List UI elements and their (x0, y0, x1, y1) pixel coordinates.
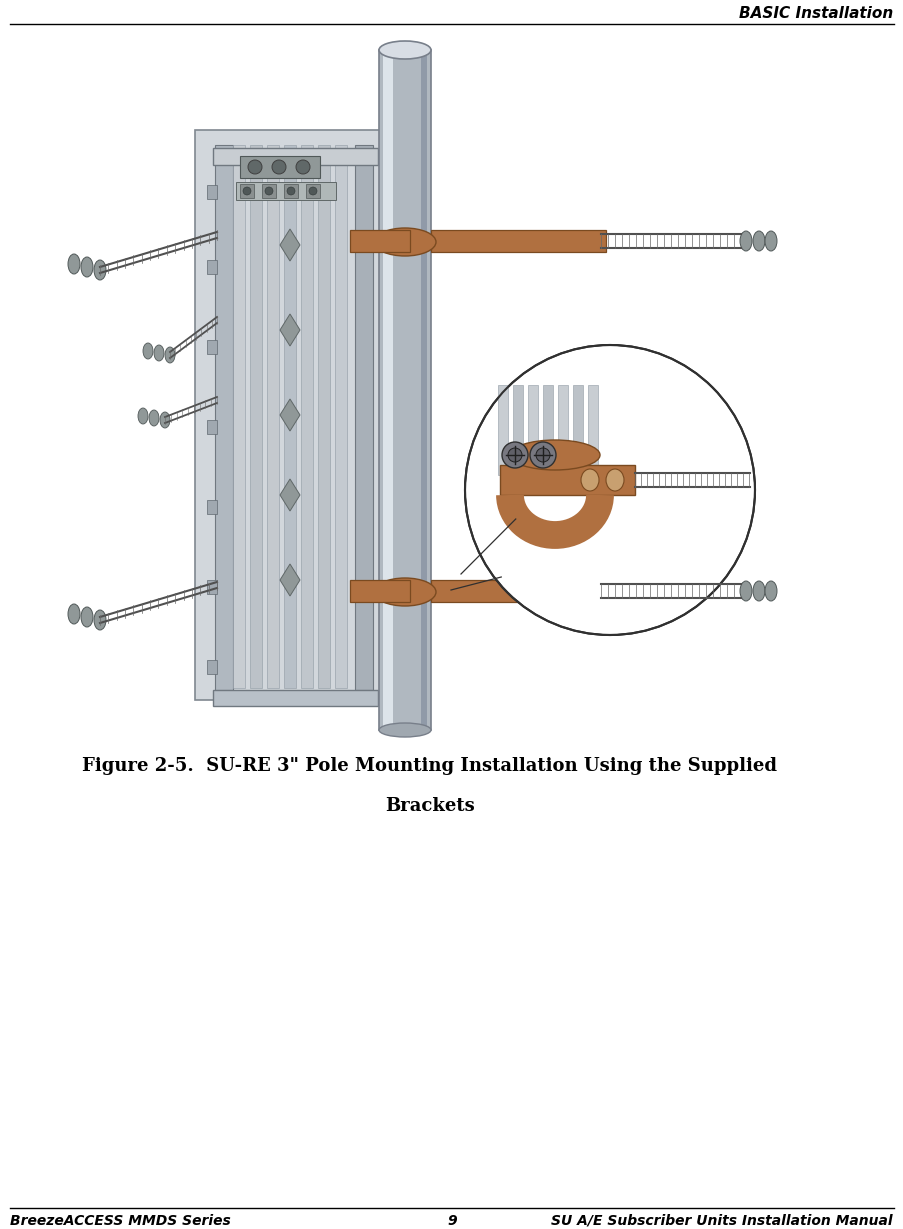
Bar (512, 385, 523, 474)
Ellipse shape (374, 229, 435, 256)
Ellipse shape (94, 261, 106, 280)
Bar (250, 145, 262, 688)
Ellipse shape (581, 469, 599, 492)
Ellipse shape (81, 607, 93, 627)
Circle shape (243, 187, 251, 195)
Bar (349, 580, 410, 602)
Ellipse shape (68, 603, 79, 624)
Ellipse shape (378, 723, 431, 737)
Ellipse shape (740, 231, 751, 251)
Bar (573, 385, 582, 474)
Bar (207, 660, 217, 673)
Polygon shape (280, 479, 300, 511)
Ellipse shape (94, 610, 106, 630)
Bar (431, 230, 605, 252)
Text: Brackets: Brackets (385, 796, 474, 815)
Circle shape (501, 442, 527, 468)
Polygon shape (280, 564, 300, 596)
Circle shape (295, 160, 310, 175)
Bar (207, 580, 217, 594)
Ellipse shape (740, 581, 751, 601)
Text: 9: 9 (447, 1214, 456, 1228)
Ellipse shape (374, 578, 435, 606)
Ellipse shape (752, 231, 764, 251)
Bar (305, 184, 320, 198)
Bar (499, 465, 634, 495)
Circle shape (529, 442, 555, 468)
Bar (318, 145, 330, 688)
Bar (207, 186, 217, 199)
Ellipse shape (154, 345, 163, 361)
Polygon shape (280, 399, 300, 431)
Ellipse shape (149, 410, 159, 426)
Bar (284, 184, 298, 198)
Ellipse shape (605, 469, 623, 492)
Bar (383, 50, 393, 730)
Polygon shape (213, 689, 377, 705)
Bar (498, 385, 507, 474)
Bar (239, 156, 320, 178)
Bar (378, 50, 431, 730)
Circle shape (309, 187, 317, 195)
Ellipse shape (81, 257, 93, 277)
Text: SU A/E Subscriber Units Installation Manual: SU A/E Subscriber Units Installation Man… (551, 1214, 892, 1228)
Ellipse shape (138, 408, 148, 424)
Bar (207, 420, 217, 434)
Bar (239, 184, 254, 198)
Bar (284, 145, 295, 688)
Polygon shape (195, 130, 389, 701)
Polygon shape (280, 229, 300, 261)
Polygon shape (213, 147, 377, 165)
Bar (587, 385, 598, 474)
Circle shape (286, 187, 294, 195)
Bar (431, 580, 605, 602)
Ellipse shape (764, 581, 777, 601)
Bar (236, 182, 336, 200)
Ellipse shape (160, 412, 170, 428)
Ellipse shape (764, 231, 777, 251)
Bar (557, 385, 567, 474)
Circle shape (535, 449, 549, 462)
Text: Figure 2-5.  SU-RE 3" Pole Mounting Installation Using the Supplied: Figure 2-5. SU-RE 3" Pole Mounting Insta… (82, 757, 777, 775)
Bar (207, 500, 217, 514)
Bar (207, 340, 217, 354)
Bar (233, 145, 245, 688)
Circle shape (464, 345, 754, 635)
Ellipse shape (378, 41, 431, 59)
Bar (349, 230, 410, 252)
Text: BASIC Installation: BASIC Installation (738, 6, 892, 21)
Bar (335, 145, 347, 688)
Bar (266, 145, 279, 688)
Circle shape (247, 160, 262, 175)
Ellipse shape (509, 440, 600, 469)
Circle shape (265, 187, 273, 195)
Ellipse shape (143, 343, 153, 359)
Bar (301, 145, 312, 688)
Bar (543, 385, 553, 474)
Bar (421, 50, 426, 730)
Circle shape (507, 449, 521, 462)
Bar (355, 145, 373, 689)
Bar (262, 184, 275, 198)
Bar (215, 145, 233, 689)
Bar (527, 385, 537, 474)
Ellipse shape (68, 254, 79, 274)
Polygon shape (280, 313, 300, 347)
Circle shape (272, 160, 285, 175)
Ellipse shape (752, 581, 764, 601)
Bar (207, 261, 217, 274)
Ellipse shape (165, 347, 175, 363)
Text: BreezeACCESS MMDS Series: BreezeACCESS MMDS Series (10, 1214, 230, 1228)
